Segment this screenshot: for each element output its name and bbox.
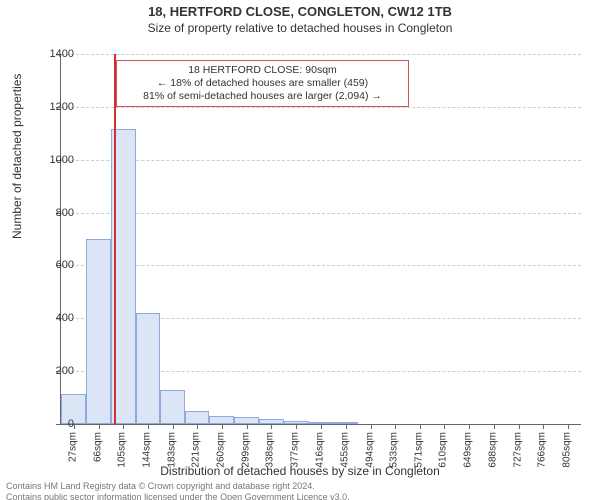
reference-line — [114, 54, 116, 424]
x-tick-mark — [395, 424, 396, 429]
x-tick-mark — [444, 424, 445, 429]
x-tick-mark — [543, 424, 544, 429]
page-title: 18, HERTFORD CLOSE, CONGLETON, CW12 1TB — [0, 4, 600, 19]
x-tick-label: 27sqm — [67, 432, 78, 462]
x-tick-mark — [148, 424, 149, 429]
x-tick-mark — [123, 424, 124, 429]
annotation-line2: ← 18% of detached houses are smaller (45… — [125, 77, 400, 90]
annotation-box: 18 HERTFORD CLOSE: 90sqm ← 18% of detach… — [116, 60, 409, 107]
grid-line — [61, 265, 581, 266]
x-tick-label: 299sqm — [240, 432, 251, 468]
x-tick-label: 183sqm — [166, 432, 177, 468]
y-tick-label: 800 — [34, 207, 74, 219]
x-tick-mark — [296, 424, 297, 429]
y-tick-label: 1200 — [34, 101, 74, 113]
grid-line — [61, 107, 581, 108]
x-tick-label: 571sqm — [413, 432, 424, 468]
histogram-bar — [136, 313, 161, 424]
histogram-bar — [160, 390, 184, 424]
grid-line — [61, 160, 581, 161]
footer: Contains HM Land Registry data © Crown c… — [6, 481, 350, 500]
x-tick-label: 455sqm — [339, 432, 350, 468]
x-tick-mark — [173, 424, 174, 429]
x-tick-label: 338sqm — [265, 432, 276, 468]
x-tick-label: 688sqm — [487, 432, 498, 468]
x-tick-label: 416sqm — [315, 432, 326, 468]
x-tick-mark — [247, 424, 248, 429]
x-tick-label: 766sqm — [537, 432, 548, 468]
x-tick-mark — [99, 424, 100, 429]
annotation-line3: 81% of semi-detached houses are larger (… — [125, 90, 400, 103]
y-tick-label: 200 — [34, 365, 74, 377]
x-tick-mark — [271, 424, 272, 429]
x-tick-mark — [346, 424, 347, 429]
x-tick-mark — [494, 424, 495, 429]
y-tick-label: 1400 — [34, 48, 74, 60]
y-tick-label: 1000 — [34, 154, 74, 166]
y-tick-label: 400 — [34, 312, 74, 324]
x-tick-label: 649sqm — [463, 432, 474, 468]
histogram-bar — [86, 239, 111, 424]
x-tick-label: 66sqm — [92, 432, 103, 462]
annotation-line1: 18 HERTFORD CLOSE: 90sqm — [125, 64, 400, 77]
histogram-bar — [185, 411, 209, 424]
page-subtitle: Size of property relative to detached ho… — [0, 21, 600, 35]
x-tick-label: 805sqm — [562, 432, 573, 468]
y-axis-title: Number of detached properties — [10, 74, 24, 239]
x-tick-label: 144sqm — [142, 432, 153, 468]
x-tick-mark — [197, 424, 198, 429]
x-tick-mark — [321, 424, 322, 429]
x-tick-mark — [222, 424, 223, 429]
chart-container: 18, HERTFORD CLOSE, CONGLETON, CW12 1TB … — [0, 4, 600, 500]
x-tick-mark — [568, 424, 569, 429]
x-tick-mark — [371, 424, 372, 429]
y-tick-label: 0 — [34, 418, 74, 430]
y-tick-label: 600 — [34, 259, 74, 271]
footer-line1: Contains HM Land Registry data © Crown c… — [6, 481, 350, 491]
x-tick-label: 727sqm — [512, 432, 523, 468]
x-tick-mark — [519, 424, 520, 429]
plot-area: 18 HERTFORD CLOSE: 90sqm ← 18% of detach… — [60, 54, 581, 425]
x-tick-label: 221sqm — [191, 432, 202, 468]
x-tick-mark — [420, 424, 421, 429]
x-tick-label: 377sqm — [290, 432, 301, 468]
grid-line — [61, 213, 581, 214]
x-tick-mark — [469, 424, 470, 429]
histogram-bar — [234, 417, 259, 424]
x-tick-label: 533sqm — [389, 432, 400, 468]
x-tick-label: 494sqm — [364, 432, 375, 468]
x-tick-label: 610sqm — [438, 432, 449, 468]
x-tick-label: 260sqm — [215, 432, 226, 468]
grid-line — [61, 54, 581, 55]
histogram-bar — [209, 416, 234, 424]
footer-line2: Contains public sector information licen… — [6, 492, 350, 500]
x-tick-label: 105sqm — [117, 432, 128, 468]
